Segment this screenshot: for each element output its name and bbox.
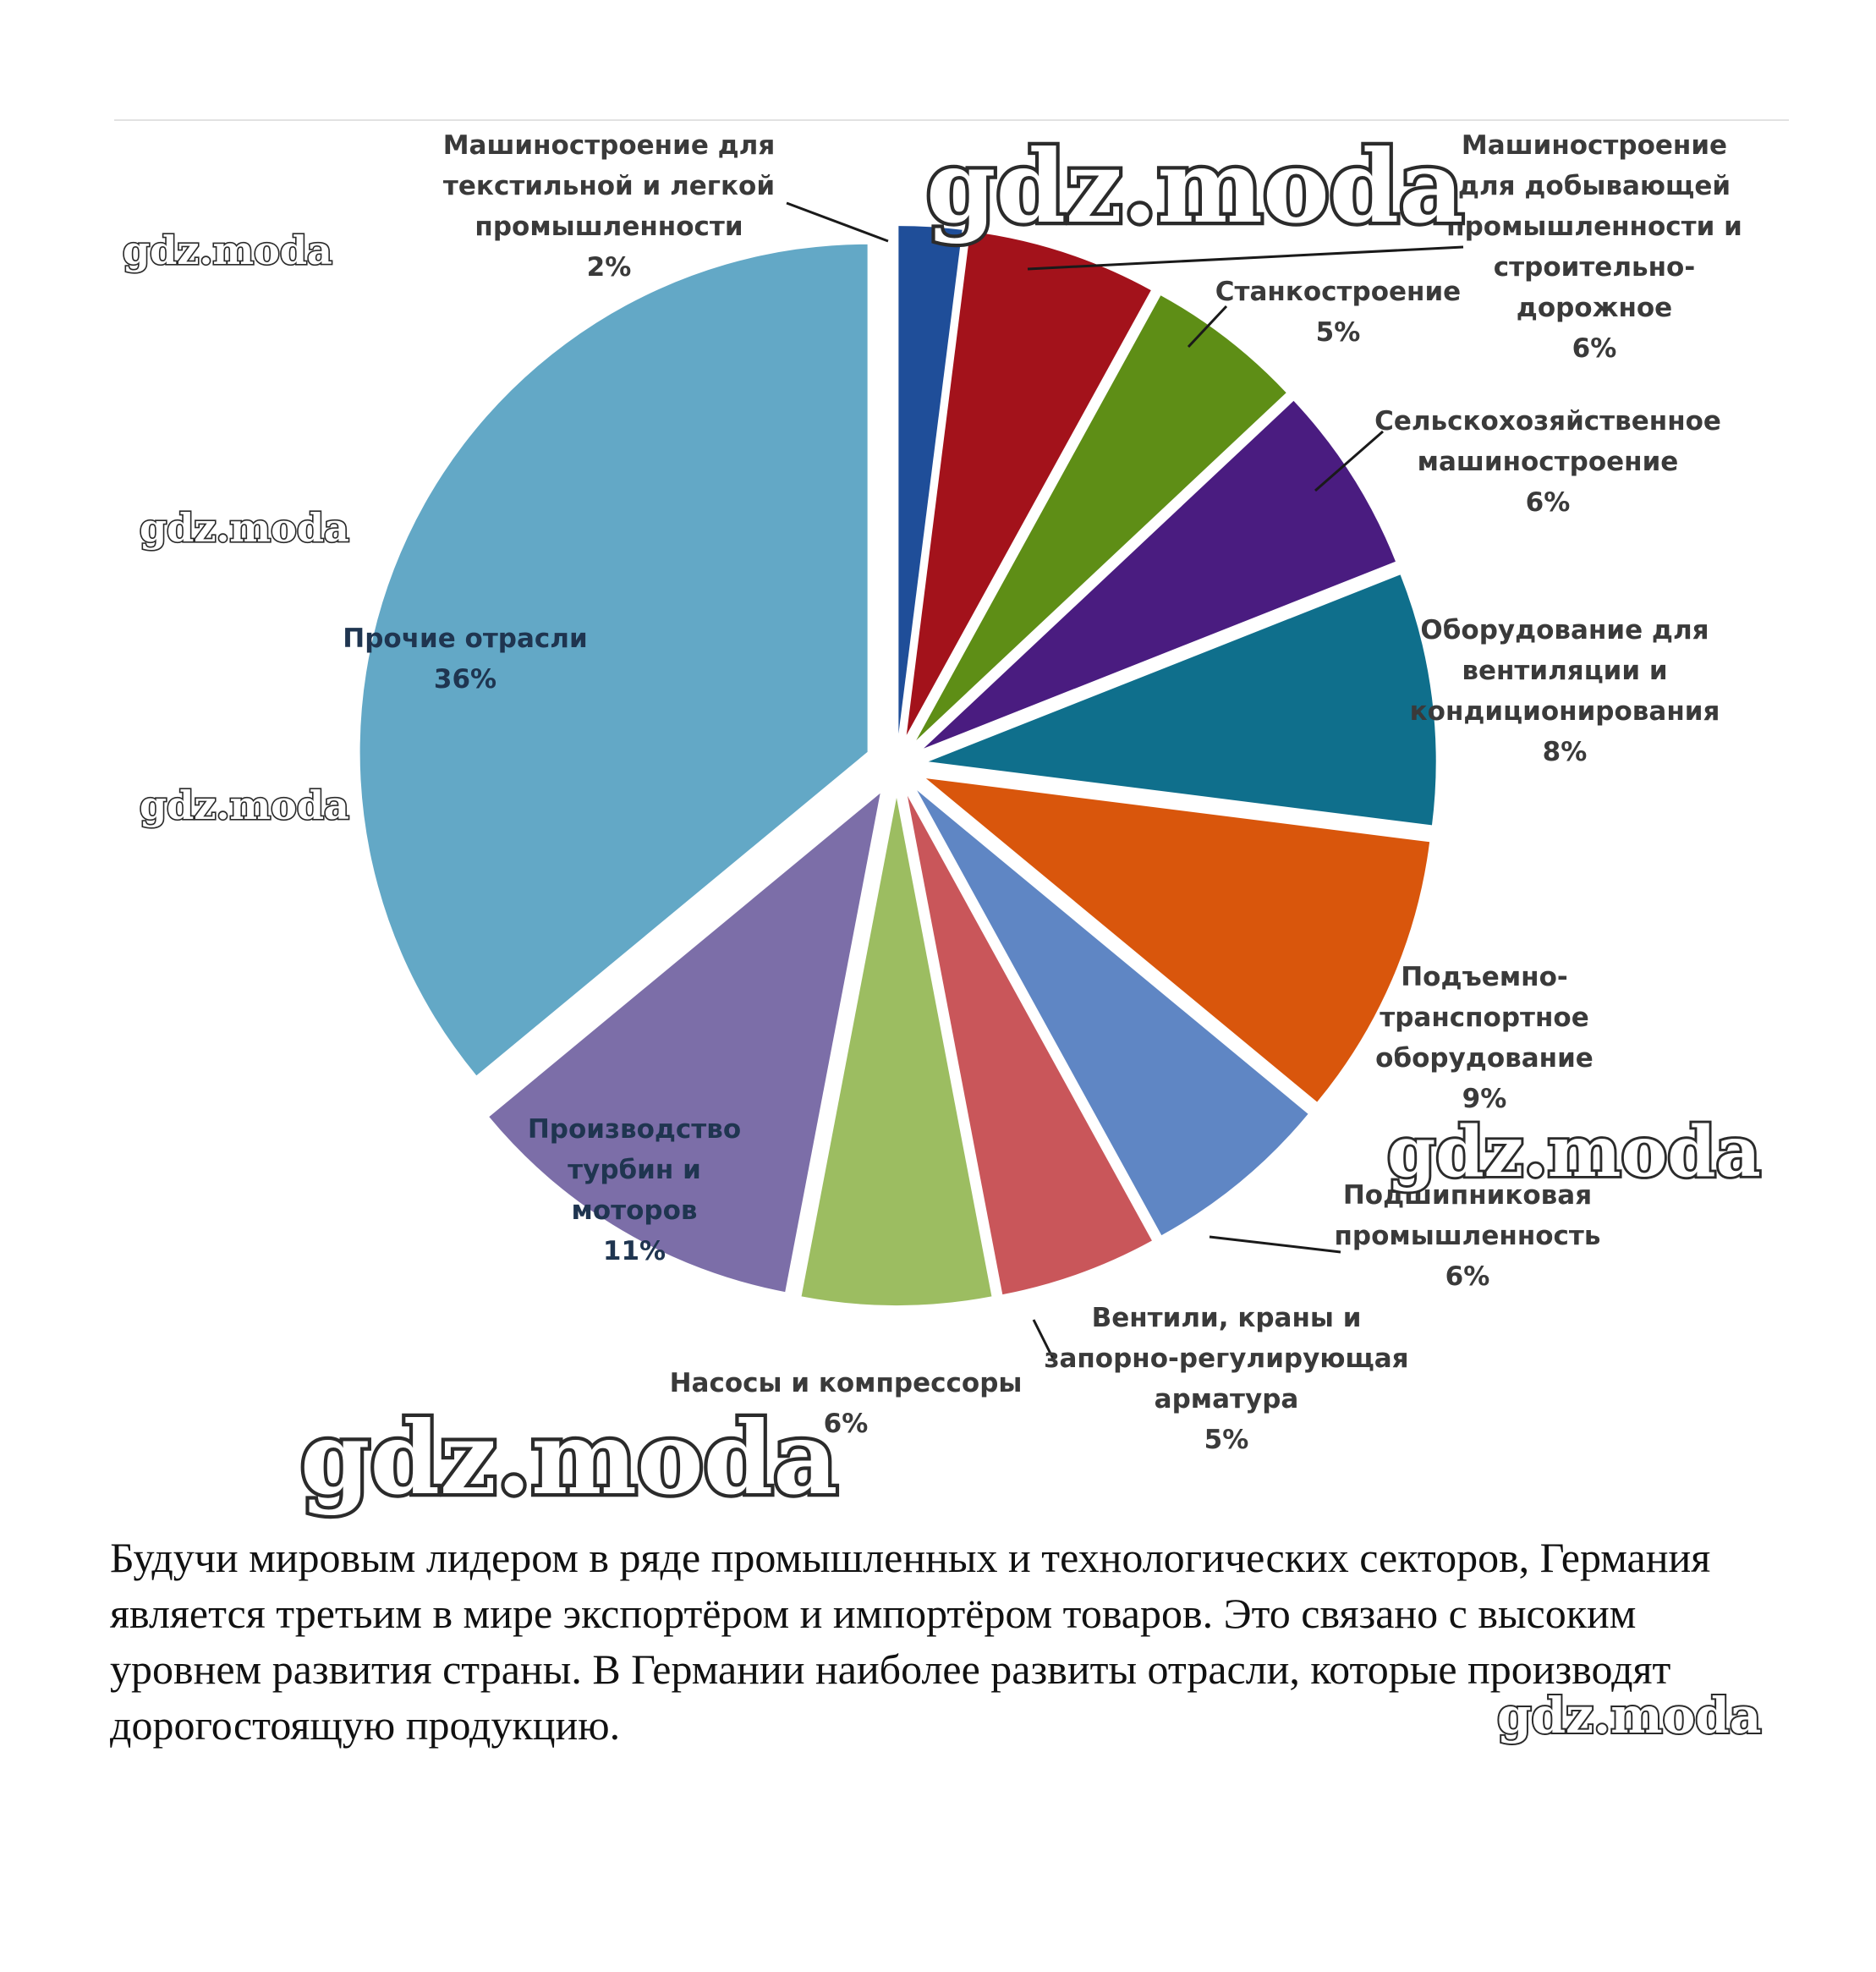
slice-label-line: промышленность (1334, 1221, 1600, 1251)
slice-label-line: Сельскохозяйственное (1374, 406, 1721, 437)
watermark: gdz.moda (1387, 1112, 1761, 1193)
slice-value: 9% (1462, 1084, 1507, 1114)
slice-label-line: Насосы и компрессоры (670, 1368, 1023, 1398)
slice-labels: Машиностроение для текстильной и легкой пр… (343, 130, 1742, 1455)
slice-label: Машиностроение для текстильной и легкой пр… (443, 130, 776, 283)
slice-label: Подшипниковая промышленность 6% (1334, 1180, 1600, 1292)
slice-label-line: арматура (1155, 1384, 1299, 1414)
slice-label-line: Вентили, краны и (1092, 1303, 1362, 1333)
leader-line (1027, 245, 1464, 271)
leader-lines (786, 201, 1464, 1365)
pie-slice (801, 798, 992, 1305)
watermark: gdz.moda (140, 505, 349, 551)
pie-slice (925, 778, 1430, 1102)
leader-line (1209, 1235, 1341, 1254)
slice-label: Оборудование для вентиляции и кондициониро… (1410, 615, 1720, 767)
pie-chart: Машиностроение для текстильной и легкой пр… (121, 124, 1763, 1520)
slice-label-line: строительно- (1494, 252, 1695, 283)
slice-label: Производство турбин и моторов 11% (528, 1114, 741, 1266)
leader-line (1314, 430, 1384, 492)
slice-label-line: Оборудование для (1420, 615, 1709, 645)
pie-slice (898, 226, 963, 734)
watermark: gdz.moda (140, 783, 349, 828)
slice-label-line: оборудование (1375, 1043, 1594, 1074)
pie-slice (924, 400, 1396, 749)
slice-value: 6% (824, 1409, 869, 1439)
slice-label-line: для добывающей (1458, 171, 1731, 201)
watermark: gdz.moda (123, 228, 332, 273)
slice-value: 36% (434, 664, 496, 695)
slice-label-line: вентиляции и (1462, 656, 1667, 686)
pie-slice (489, 793, 880, 1293)
slice-label: Насосы и компрессоры 6% (670, 1368, 1023, 1439)
leader-line (1032, 1319, 1057, 1365)
slice-value: 2% (587, 252, 632, 283)
slice-label-line: Машиностроение для (443, 130, 776, 161)
slice-label-line: дорожное (1517, 293, 1672, 323)
pie-slice (928, 574, 1436, 826)
pie-slice (907, 795, 1152, 1295)
slice-label: Прочие отрасли 36% (343, 623, 587, 695)
leader-line (786, 201, 889, 243)
slice-label-line: текстильной и легкой (443, 171, 775, 201)
slice-label-line: промышленности и (1446, 211, 1742, 242)
pie-slice (359, 244, 868, 1076)
slice-label-line: Машиностроение (1462, 130, 1727, 161)
slice-label-line: Подъемно- (1401, 962, 1568, 992)
leader-line (1187, 305, 1228, 349)
slice-value: 6% (1572, 333, 1617, 364)
slice-value: 11% (603, 1236, 666, 1266)
slice-label-line: запорно-регулирующая (1044, 1343, 1408, 1374)
pie-slices (359, 226, 1436, 1305)
slice-label-line: Станкостроение (1215, 277, 1461, 307)
slice-value: 5% (1316, 317, 1361, 348)
slice-label-line: турбин и (568, 1155, 701, 1185)
slice-label-line: Производство (528, 1114, 741, 1145)
pie-slice (917, 790, 1308, 1236)
slice-value: 6% (1526, 487, 1571, 518)
slice-label: Машиностроение для добывающей промышленнос… (1446, 130, 1742, 364)
slice-value: 5% (1204, 1425, 1249, 1455)
slice-label: Подъемно-транспортное оборудование 9% (1375, 962, 1594, 1114)
slice-label-line: моторов (571, 1195, 697, 1226)
slice-label-line: Прочие отрасли (343, 623, 587, 654)
watermark: gdz.moda (926, 128, 1464, 245)
watermarks: gdz.moda gdz.moda gdz.moda gdz.moda gdz.moda… (121, 124, 1763, 1520)
top-rule (114, 119, 1789, 121)
slice-value: 8% (1543, 737, 1588, 767)
slice-label: Сельскохозяйственное машиностроение 6% (1374, 406, 1721, 518)
slice-label-line: транспортное (1380, 1002, 1589, 1033)
slice-label: Станкостроение 5% (1215, 277, 1461, 348)
slice-label-line: кондиционирования (1410, 696, 1720, 727)
caption-text: Будучи мировым лидером в ряде промышленн… (110, 1534, 1711, 1749)
slice-label-line: машиностроение (1418, 447, 1679, 477)
slice-label-line: промышленности (474, 211, 743, 242)
slice-label: Вентили, краны и запорно-регулирующая арма… (1044, 1303, 1408, 1455)
slice-value: 6% (1445, 1261, 1490, 1292)
pie-slice (916, 295, 1286, 740)
slice-label-line: Подшипниковая (1343, 1180, 1592, 1211)
pie-slice (906, 231, 1151, 735)
watermark: gdz.moda (300, 1399, 838, 1517)
